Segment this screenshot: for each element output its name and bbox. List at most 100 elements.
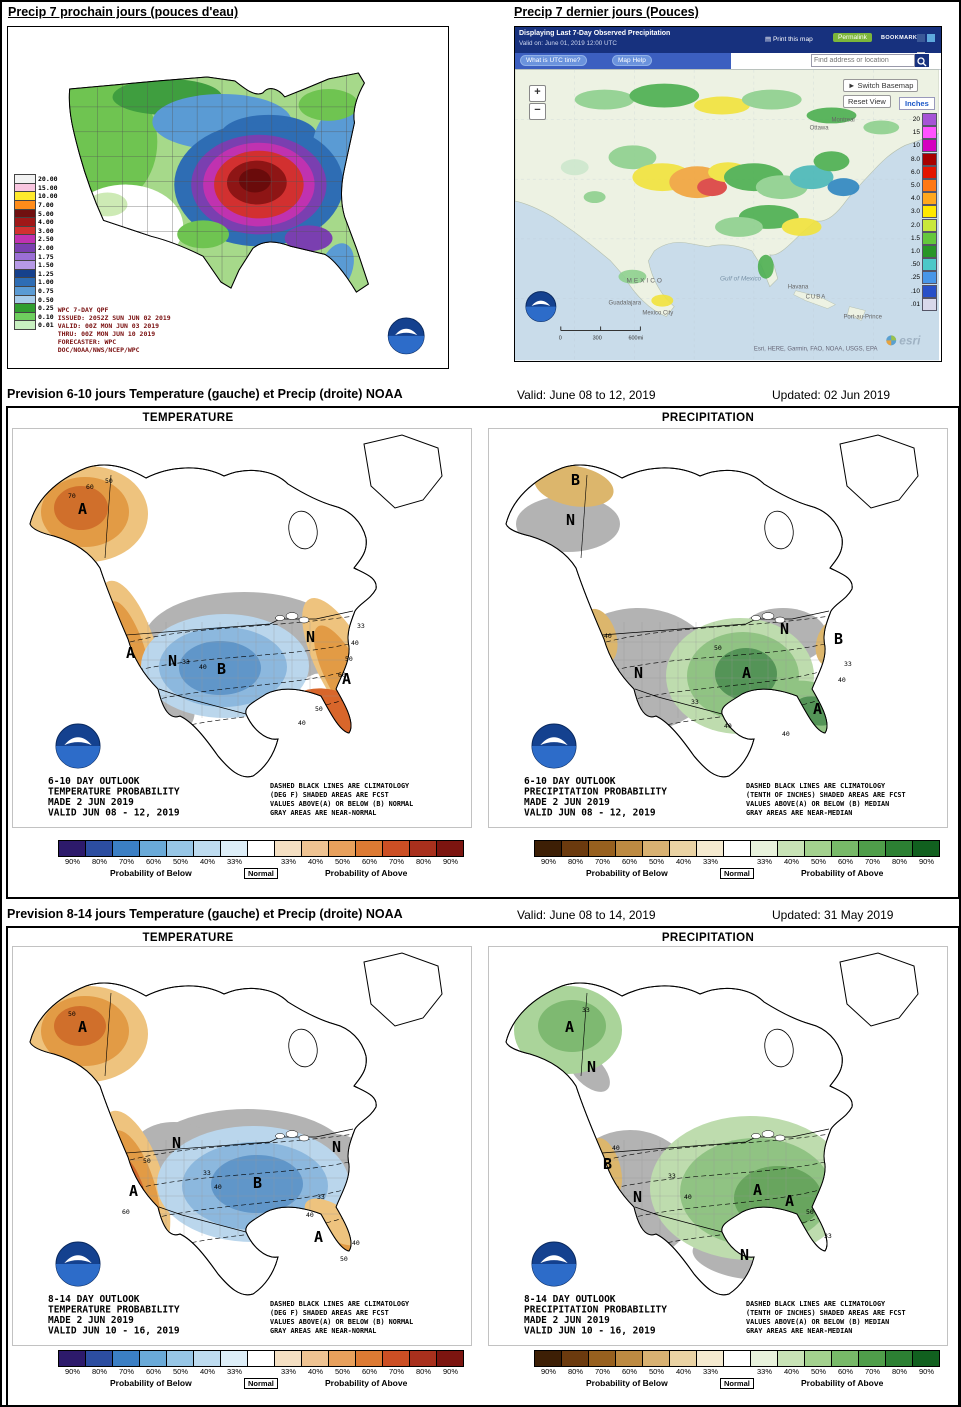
contour-value: 40 bbox=[782, 730, 790, 738]
scale-zero: 0 bbox=[559, 335, 562, 341]
contour-value: 33 bbox=[357, 622, 365, 630]
legend-tick: 50% bbox=[334, 857, 350, 866]
observed-precip-patch bbox=[651, 294, 674, 307]
outlook-caption-line: PRECIPITATION PROBABILITY bbox=[524, 787, 667, 798]
contour-value: 40 bbox=[724, 722, 732, 730]
legend-color-bar bbox=[58, 1350, 464, 1367]
section-610-valid: Valid: June 08 to 12, 2019 bbox=[517, 388, 656, 402]
contour-value: 40 bbox=[199, 663, 207, 671]
contour-value: 40 bbox=[351, 639, 359, 647]
climatology-contour bbox=[613, 1159, 835, 1189]
noaa-logo-emblem bbox=[55, 1241, 101, 1287]
esri-logo: esri bbox=[886, 333, 921, 347]
outlook-note-line: GRAY AREAS ARE NEAR-NORMAL bbox=[270, 1327, 376, 1335]
legend-value: 7.00 bbox=[38, 201, 54, 210]
legend-cell bbox=[859, 840, 886, 857]
reset-view-button[interactable]: Reset View bbox=[843, 95, 891, 108]
observed-precip-patch bbox=[806, 107, 857, 124]
qpf-map: WPC 7-DAY QPF ISSUED: 2052Z SUN JUN 02 2… bbox=[58, 72, 425, 355]
legend-value: 2.00 bbox=[38, 244, 54, 253]
us-mexico-border bbox=[158, 1206, 247, 1233]
outlook-caption-line: VALID JUN 10 - 16, 2019 bbox=[524, 1326, 656, 1337]
outlook-note-line: DASHED BLACK LINES ARE CLIMATOLOGY bbox=[746, 782, 886, 790]
climatology-contour bbox=[129, 1133, 355, 1161]
us-mexico-border bbox=[634, 1206, 723, 1233]
legend-value: 0.75 bbox=[38, 287, 54, 296]
zoom-out-button[interactable]: − bbox=[529, 103, 546, 120]
obs-legend-row: 3.0 bbox=[895, 205, 937, 219]
precipitation-map-label: PRECIPITATION bbox=[661, 932, 755, 944]
legend-value: 0.01 bbox=[38, 321, 54, 330]
outlook-note-line: GRAY AREAS ARE NEAR-MEDIAN bbox=[746, 809, 852, 817]
obs-panel-title: Precip 7 dernier jours (Pouces) bbox=[514, 5, 699, 19]
legend-tick-row: 90% 80% 70% 60% 50% 40% 33% 33% 40% 50% 60% 70% 80% 9… bbox=[59, 1367, 468, 1376]
bookmark-button[interactable]: BOOKMARK bbox=[881, 35, 918, 41]
contour-value: 60 bbox=[338, 671, 346, 679]
region-letter: B bbox=[603, 1155, 612, 1173]
region-letter: B bbox=[217, 660, 226, 678]
scale-end: 600mi bbox=[628, 335, 643, 341]
great-lake bbox=[298, 1134, 310, 1142]
probability-below-label: Probability of Below bbox=[586, 868, 668, 878]
place-label: Mexico City bbox=[642, 311, 673, 317]
contour-value: 40 bbox=[306, 1211, 314, 1219]
legend-tick bbox=[724, 1367, 751, 1376]
legend-cell bbox=[859, 1350, 886, 1367]
contour-value: 33 bbox=[668, 1172, 676, 1180]
legend-cell bbox=[140, 840, 167, 857]
legend-cell bbox=[751, 1350, 778, 1367]
permalink-button[interactable]: Permalink bbox=[833, 33, 872, 42]
legend-tick: 60% bbox=[145, 1367, 161, 1376]
legend-cell bbox=[697, 1350, 724, 1367]
obs-map-canvas[interactable]: Ottawa Montreal MEXICO Guadalajara Mexic… bbox=[515, 69, 939, 361]
coastline bbox=[505, 982, 853, 1296]
legend-tick: 40% bbox=[307, 857, 323, 866]
legend-cell bbox=[670, 1350, 697, 1367]
greenland-outline bbox=[363, 952, 443, 1027]
legend-cell bbox=[221, 840, 248, 857]
search-icon bbox=[917, 57, 927, 67]
legend-cell bbox=[805, 840, 832, 857]
legend-cell bbox=[221, 1350, 248, 1367]
twitter-icon[interactable] bbox=[927, 34, 935, 42]
legend-tick: 60% bbox=[621, 1367, 637, 1376]
legend-tick: 80% bbox=[415, 1367, 431, 1376]
great-lake bbox=[285, 612, 299, 620]
contour-value: 50 bbox=[68, 1010, 76, 1018]
search-button[interactable] bbox=[915, 54, 929, 67]
utc-time-button[interactable]: What is UTC time? bbox=[520, 55, 587, 66]
cuba-island bbox=[793, 290, 837, 309]
map-help-button[interactable]: Map Help bbox=[612, 55, 652, 66]
inches-units-tab[interactable]: Inches bbox=[899, 97, 935, 110]
region-letter: A bbox=[78, 1018, 87, 1036]
contour-value: 40 bbox=[298, 719, 306, 727]
contour-value: 33 bbox=[582, 1006, 590, 1014]
zoom-in-button[interactable]: + bbox=[529, 85, 546, 102]
legend-cell bbox=[886, 840, 913, 857]
switch-basemap-button[interactable]: ► Switch Basemap bbox=[843, 79, 919, 92]
obs-header-line1: Displaying Last 7-Day Observed Precipita… bbox=[519, 30, 671, 37]
great-lake bbox=[298, 616, 310, 624]
facebook-icon[interactable] bbox=[917, 34, 925, 42]
legend-swatch bbox=[922, 126, 937, 140]
region-letter: A bbox=[565, 1018, 574, 1036]
probability-below-label: Probability of Below bbox=[110, 1378, 192, 1388]
great-lake bbox=[774, 616, 786, 624]
legend-cell bbox=[778, 840, 805, 857]
noaa-logo bbox=[387, 317, 425, 355]
precip-region bbox=[284, 225, 333, 252]
great-lake bbox=[761, 612, 775, 620]
search-input[interactable] bbox=[811, 54, 915, 67]
legend-value: 1.5 bbox=[910, 234, 920, 242]
obs-legend-row: 4.0 bbox=[895, 192, 937, 206]
climatology-contour bbox=[629, 1183, 839, 1219]
outlook-note-line: (DEG F) SHADED AREAS ARE FCST bbox=[270, 791, 389, 799]
legend-tick: 80% bbox=[891, 857, 907, 866]
region-letter: A bbox=[126, 644, 135, 662]
legend-tick: 80% bbox=[91, 1367, 107, 1376]
temp-probability-legend: 90% 80% 70% 60% 50% 40% 33% 33% 40% 50% 60% 70% 80% 9… bbox=[58, 1350, 468, 1392]
legend-value: 1.50 bbox=[38, 261, 54, 270]
alaska-border bbox=[104, 992, 112, 1077]
print-map-button[interactable]: ▤ Print this map bbox=[765, 36, 813, 43]
